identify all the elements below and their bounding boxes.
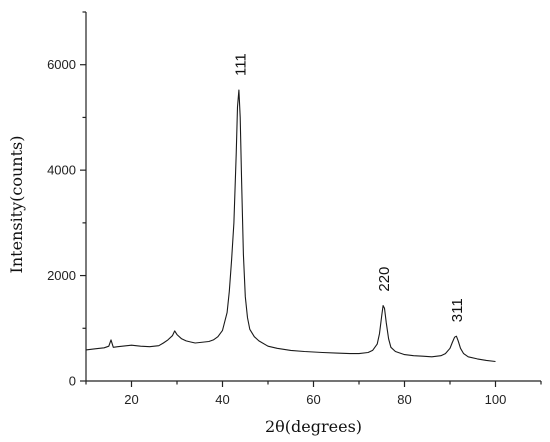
peak-label: 111 <box>233 53 250 76</box>
y-ticks: 0 2000 4000 6000 <box>47 11 86 389</box>
peak-label: 311 <box>449 298 466 322</box>
x-tick-label: 60 <box>306 392 320 407</box>
y-tick-label: 0 <box>69 374 76 389</box>
x-ticks: 20 40 60 80 100 <box>85 381 542 407</box>
y-tick-label: 2000 <box>47 268 76 283</box>
y-tick-label: 6000 <box>47 57 76 72</box>
x-tick-label: 20 <box>124 392 138 407</box>
plot-area: 20 40 60 80 100 0 2000 4000 6000 111 220 311 <box>47 11 542 407</box>
x-tick-label: 100 <box>485 392 507 407</box>
y-tick-label: 4000 <box>47 163 76 178</box>
x-tick-label: 40 <box>215 392 229 407</box>
x-tick-label: 80 <box>397 392 411 407</box>
series-line <box>85 89 496 363</box>
x-axis-title: 2θ(degrees) <box>265 417 362 436</box>
peak-annotations: 111 220 311 <box>233 53 466 322</box>
y-axis-title: Intensity(counts) <box>7 136 26 274</box>
peak-label: 220 <box>376 267 393 292</box>
